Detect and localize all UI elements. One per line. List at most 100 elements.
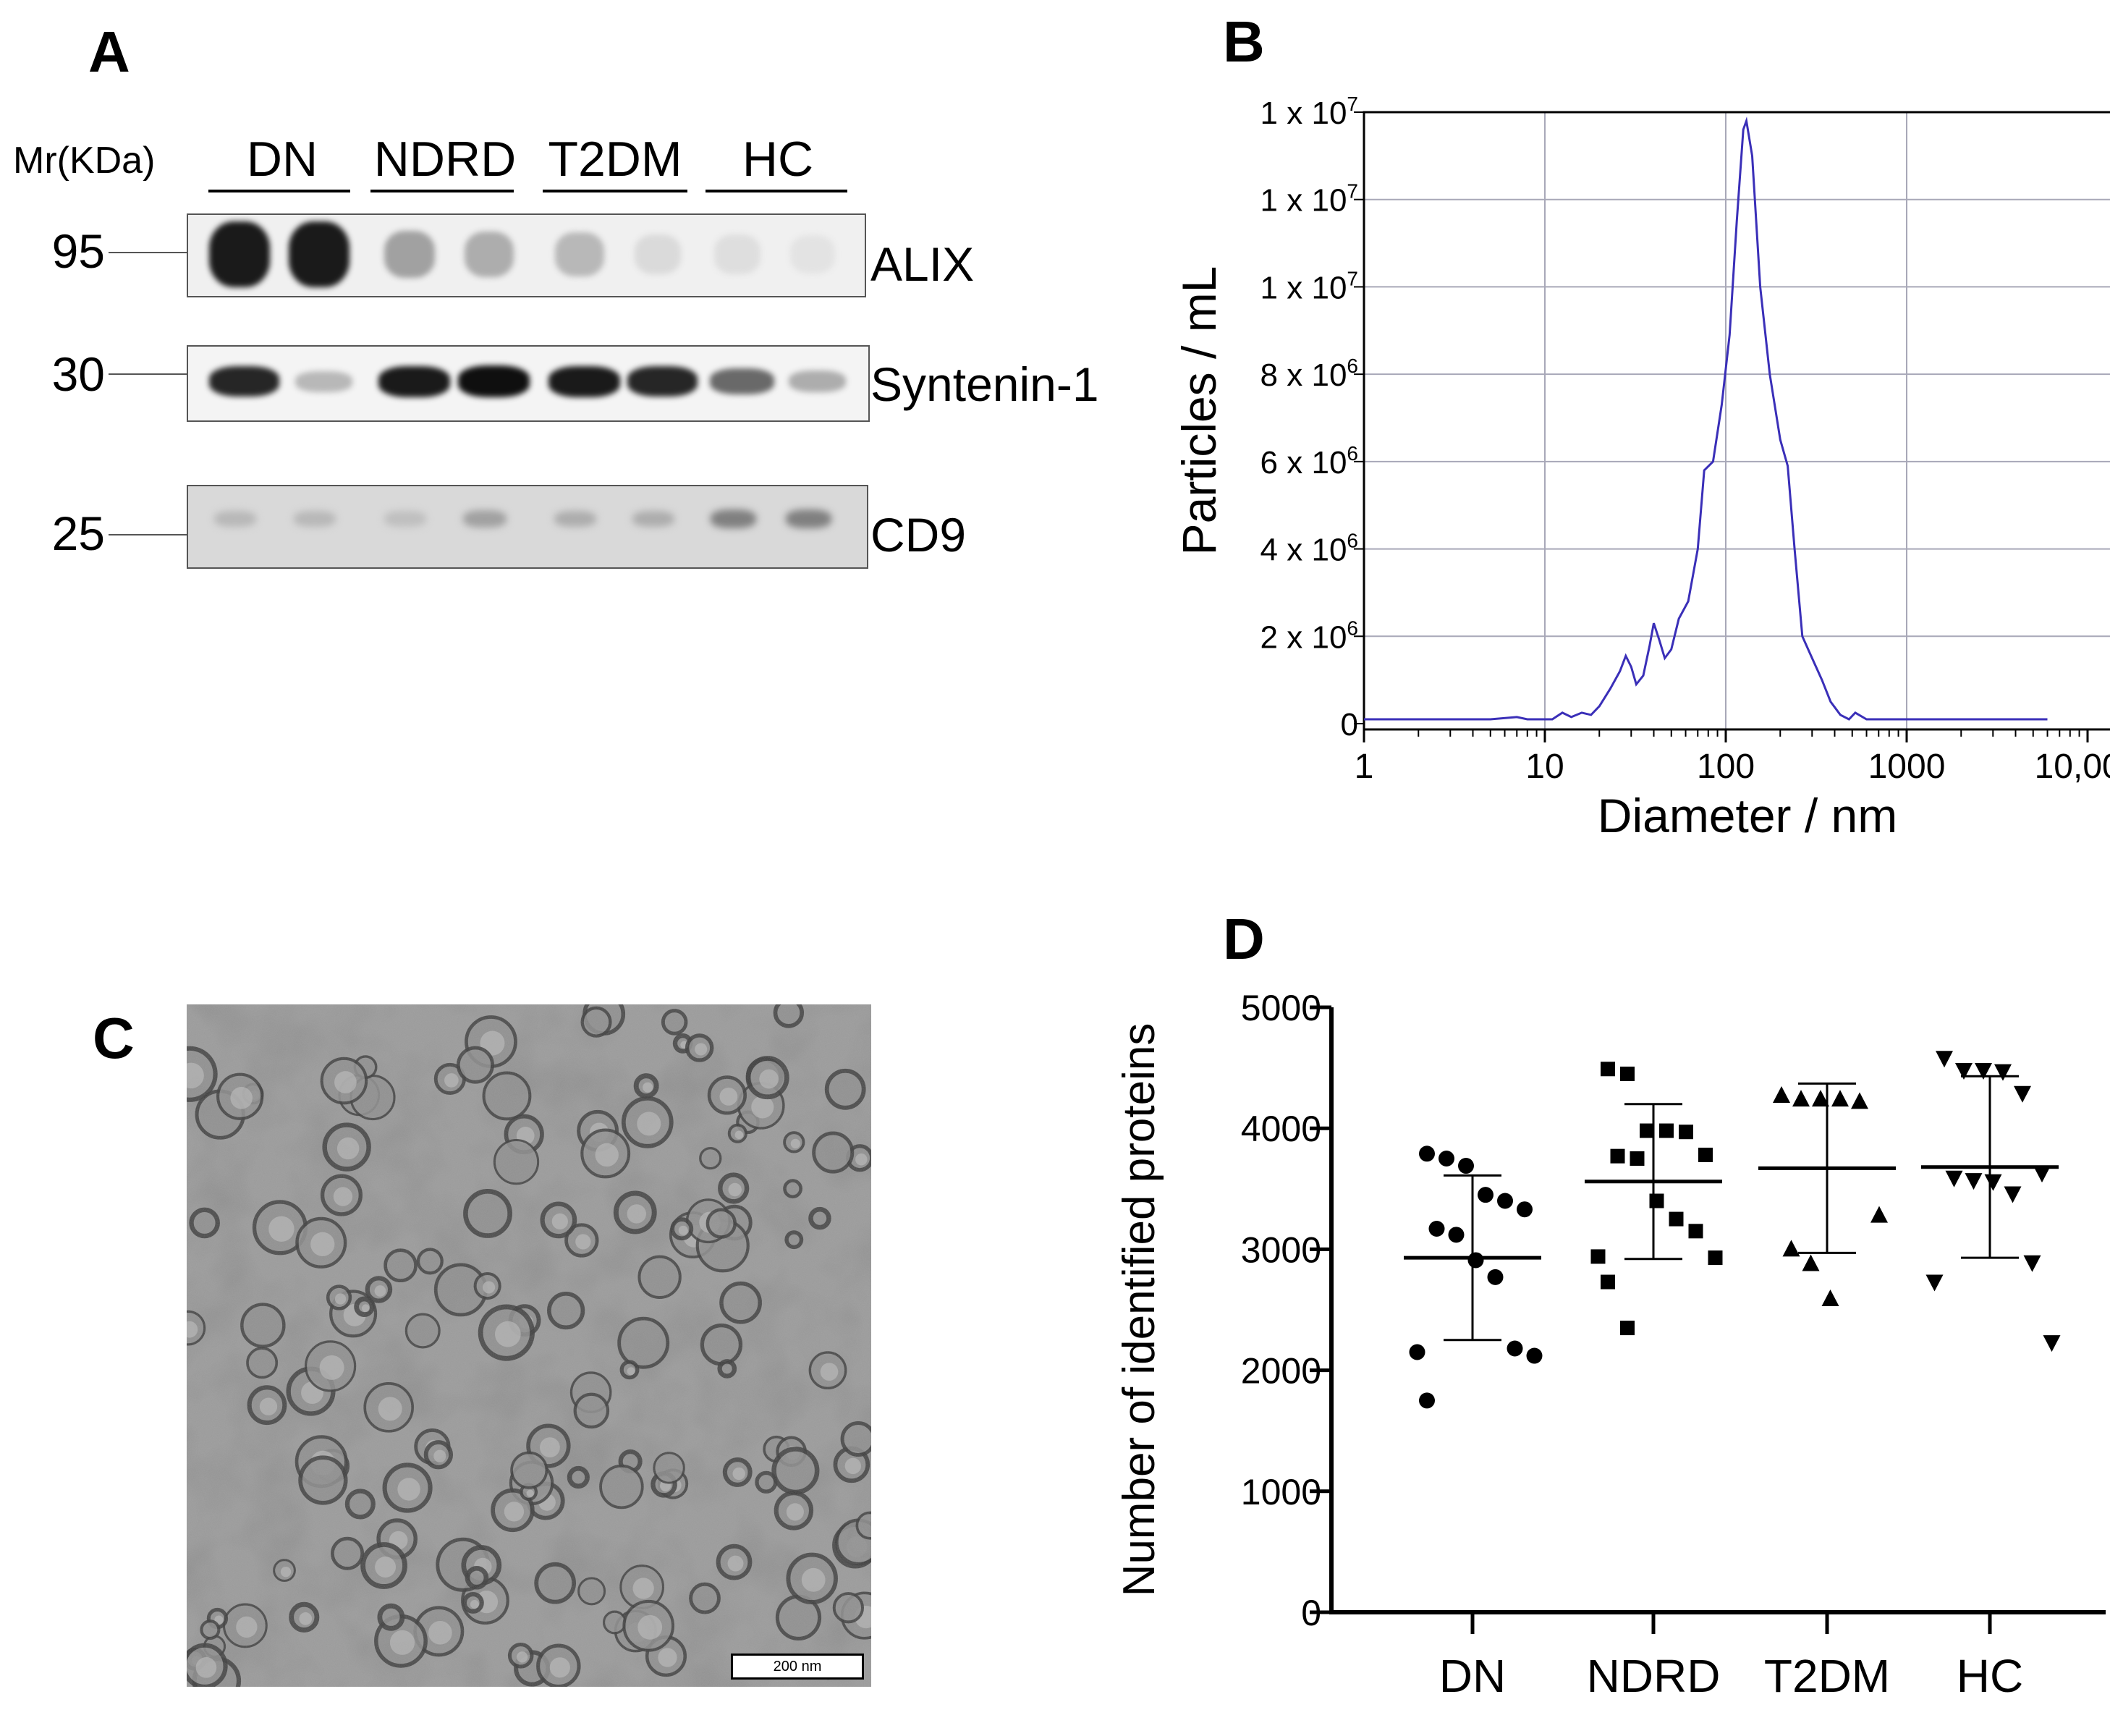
marker-95: 95 [51,224,105,278]
dotplot-point-ndrd [1590,1249,1606,1264]
dotplot-point-hc [2043,1335,2061,1352]
dotplot-axes [1329,1007,2106,1614]
blot-syntenin-1 [187,345,870,422]
nta-y-tick-label: 4 x 106 [1261,530,1358,568]
nta-x-axis-title: Diameter / nm [1598,789,1897,842]
band-alix-lane-3 [384,230,436,279]
marker-tick-25 [109,534,188,535]
dotplot-point-dn [1467,1252,1484,1269]
dotplot-y-ticks: 0 1000 2000 3000 4000 5000 [1241,988,1331,1633]
band-alix-lane-6 [635,234,681,275]
nta-x-ticks: 1 10 100 1000 10,000 [1355,728,2110,786]
dotplot-point-hc [1925,1274,1944,1292]
dotplot-point-ndrd [1620,1321,1635,1336]
dotplot-point-ndrd [1659,1123,1674,1138]
blot-cd9 [187,485,868,569]
lane-label-dn: DN [246,132,318,187]
dotplot-point-hc [1936,1051,1953,1068]
dotplot-point-ndrd [1601,1062,1615,1077]
dotplot-point-ndrd [1698,1147,1713,1162]
dotplot-point-dn [1507,1340,1523,1357]
nta-series-line [1364,117,2048,721]
lane-bar-hc [706,190,847,192]
band-syntenin-1-lane-5 [548,365,620,397]
dotplot-point-dn [1419,1392,1435,1409]
dotplot-point-dn [1526,1347,1543,1364]
dotplot-point-dn [1419,1146,1435,1162]
band-alix-lane-2 [288,221,350,288]
dotplot-y-tick-label: 4000 [1241,1109,1321,1149]
band-cd9-lane-3 [384,511,426,527]
panel-label-d: D [1223,907,1265,971]
dotplot-point-ndrd [1630,1151,1645,1166]
nta-y-tick-label: 6 x 106 [1261,442,1358,480]
mr-title: Mr(KDa) [13,140,156,182]
band-cd9-lane-7 [710,509,756,528]
dotplot-point-ndrd [1620,1066,1635,1081]
nta-x-tick-label: 100 [1697,748,1755,786]
em-vesicle-texture [187,1004,871,1687]
dotplot-x-tick-label-ndrd: NDRD [1587,1650,1721,1702]
dotplot-point-t2dm [1821,1289,1839,1306]
dotplot-point-dn [1439,1151,1454,1166]
marker-25: 25 [51,507,105,560]
dotplot-point-t2dm [1812,1090,1829,1107]
dotplot-point-ndrd [1601,1274,1615,1290]
dotplot-error-bars [1404,1075,2059,1342]
lane-label-hc: HC [742,132,814,187]
dotplot-point-ndrd [1649,1193,1664,1208]
nta-y-tick-label: 0 [1341,707,1358,742]
nta-x-tick-label: 1 [1355,748,1374,786]
dotplot-point-ndrd [1688,1224,1703,1239]
nta-grid [1364,111,2110,729]
scale-bar-label: 200 nm [773,1659,822,1674]
panel-label-c: C [93,1006,135,1070]
band-syntenin-1-lane-1 [209,366,279,397]
band-cd9-lane-8 [785,509,831,528]
nta-x-tick-label: 10,000 [2035,748,2110,786]
dotplot-point-dn [1487,1269,1504,1285]
nta-x-tick-label: 10 [1525,748,1564,786]
band-alix-lane-5 [555,232,604,277]
dotplot-point-hc [2004,1186,2022,1203]
dotplot-point-dn [1497,1193,1513,1209]
scale-bar: 200 nm [731,1654,864,1680]
dotplot-x-tick-label-t2dm: T2DM [1764,1650,1890,1702]
dotplot-point-hc [1965,1173,1983,1190]
band-cd9-lane-5 [554,510,597,528]
dotplot-point-hc [1945,1170,1963,1187]
marker-30: 30 [51,347,105,401]
dotplot-y-tick-label: 1000 [1241,1472,1321,1512]
band-cd9-lane-6 [632,510,675,528]
dotplot-y-tick-label: 3000 [1241,1229,1321,1270]
dotplot-point-dn [1409,1344,1425,1360]
band-cd9-lane-2 [294,511,336,527]
dotplot-point-ndrd [1669,1211,1684,1227]
dotplot-y-tick-label: 2000 [1241,1351,1321,1392]
band-alix-lane-4 [464,231,514,278]
lane-bar-t2dm [543,190,687,192]
dotplot-point-dn [1478,1187,1493,1203]
dotplot-point-dn [1517,1201,1533,1218]
protein-label-syntenin-1: Syntenin-1 [870,357,1099,411]
dotplot-point-dn [1458,1158,1474,1174]
band-cd9-lane-1 [214,511,256,527]
dotplot-point-ndrd [1679,1125,1693,1140]
lane-bar-dn [208,190,350,192]
dotplot-x-ticks: DN NDRD T2DM HC [1439,1612,2023,1702]
band-alix-lane-8 [789,234,836,274]
band-cd9-lane-4 [463,510,507,528]
dotplot-point-t2dm [1802,1254,1820,1271]
nta-y-axis-title: Particles / mL [1172,266,1226,556]
lane-bar-ndrd [370,190,514,192]
em-micrograph: 200 nm [187,1004,871,1687]
band-syntenin-1-lane-2 [295,371,352,392]
dotplot-point-t2dm [1773,1086,1790,1104]
dotplot-point-ndrd [1640,1123,1654,1138]
dotplot-point-t2dm [1782,1240,1800,1257]
band-syntenin-1-lane-4 [457,365,530,397]
blot-alix [187,213,866,297]
dotplot-point-ndrd [1708,1250,1723,1266]
dotplot-point-hc [1984,1174,2002,1191]
dotplot-point-t2dm [1851,1092,1868,1109]
